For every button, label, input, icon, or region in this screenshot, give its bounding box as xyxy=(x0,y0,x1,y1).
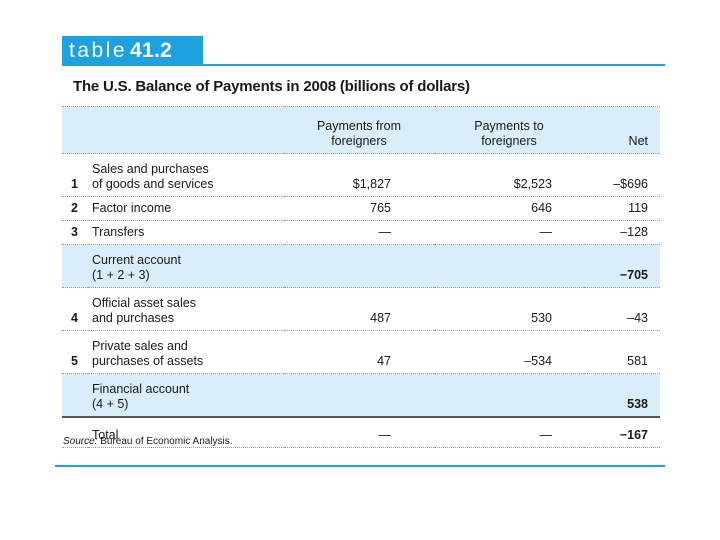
header-payments-from: Payments from foreigners xyxy=(284,106,434,154)
row-item-line-1: Sales and purchases xyxy=(92,162,209,176)
row-net: –$696 xyxy=(584,153,660,197)
top-rule xyxy=(62,64,665,66)
row-payments-to xyxy=(434,373,584,417)
bottom-rule xyxy=(55,465,665,467)
row-item: Official asset sales and purchases xyxy=(88,287,284,331)
header-to-line-1: Payments to xyxy=(474,119,544,133)
table-row-subtotal: Financial account (4 + 5) 538 xyxy=(62,373,660,417)
row-item: Private sales and purchases of assets xyxy=(88,330,284,374)
row-net: 538 xyxy=(584,373,660,417)
row-item-line-2: (1 + 2 + 3) xyxy=(92,268,150,282)
row-item: Total xyxy=(88,416,284,448)
table-label-number: 41.2 xyxy=(130,39,173,62)
row-number xyxy=(62,373,88,417)
row-item-line-1: Current account xyxy=(92,253,181,267)
row-payments-from: $1,827 xyxy=(284,153,434,197)
balance-table: Payments from foreigners Payments to forei… xyxy=(62,106,660,448)
row-payments-from: 487 xyxy=(284,287,434,331)
row-item: Factor income xyxy=(88,196,284,221)
row-item-line-2: (4 + 5) xyxy=(92,397,129,411)
row-net: −705 xyxy=(584,244,660,288)
header-blank xyxy=(88,106,284,154)
row-payments-to: — xyxy=(434,416,584,448)
row-payments-from: 47 xyxy=(284,330,434,374)
row-payments-from: — xyxy=(284,220,434,245)
row-item-line-2: purchases of assets xyxy=(92,354,204,368)
row-payments-from: — xyxy=(284,416,434,448)
table-row-total: Total — — −167 xyxy=(62,416,660,448)
row-number: 2 xyxy=(62,196,88,221)
row-number: 3 xyxy=(62,220,88,245)
table-row: 4 Official asset sales and purchases 487 … xyxy=(62,287,660,331)
header-from-line-1: Payments from xyxy=(316,119,402,133)
row-item: Transfers xyxy=(88,220,284,245)
row-number: 1 xyxy=(62,153,88,197)
source-note: Source: Bureau of Economic Analysis. xyxy=(63,436,233,447)
row-item-line-1: Official asset sales xyxy=(92,296,196,310)
row-net: −167 xyxy=(584,416,660,448)
row-item-line-2: and purchases xyxy=(92,311,175,325)
row-number: 5 xyxy=(62,330,88,374)
table-row: 2 Factor income 765 646 119 xyxy=(62,196,660,221)
row-payments-to: –534 xyxy=(434,330,584,374)
row-payments-to: — xyxy=(434,220,584,245)
row-net: 581 xyxy=(584,330,660,374)
header-to-line-2: foreigners xyxy=(481,134,537,148)
row-net: –43 xyxy=(584,287,660,331)
header-from-line-2: foreigners xyxy=(331,134,387,148)
row-number xyxy=(62,416,88,448)
row-payments-to xyxy=(434,244,584,288)
header-row: Payments from foreigners Payments to forei… xyxy=(62,106,660,154)
row-item-line-1: Financial account xyxy=(92,382,190,396)
table-row: 5 Private sales and purchases of assets 4… xyxy=(62,330,660,374)
source-label: Source: xyxy=(63,436,98,447)
row-payments-to: 530 xyxy=(434,287,584,331)
row-payments-from: 765 xyxy=(284,196,434,221)
row-item: Current account (1 + 2 + 3) xyxy=(88,244,284,288)
header-net: Net xyxy=(584,106,660,154)
row-payments-to: 646 xyxy=(434,196,584,221)
source-text: Bureau of Economic Analysis. xyxy=(97,436,233,447)
row-net: 119 xyxy=(584,196,660,221)
table-label-word: table xyxy=(69,39,128,62)
row-payments-to: $2,523 xyxy=(434,153,584,197)
row-payments-from xyxy=(284,244,434,288)
table-label: table 41.2 xyxy=(62,36,203,66)
table-row: 1 Sales and purchases of goods and servic… xyxy=(62,153,660,197)
row-net: –128 xyxy=(584,220,660,245)
row-item: Sales and purchases of goods and services xyxy=(88,153,284,197)
header-payments-to: Payments to foreigners xyxy=(434,106,584,154)
row-item-line-2: of goods and services xyxy=(92,177,214,191)
row-item-line-1: Private sales and xyxy=(92,339,188,353)
table-row-subtotal: Current account (1 + 2 + 3) −705 xyxy=(62,244,660,288)
table-title: The U.S. Balance of Payments in 2008 (bi… xyxy=(73,78,470,95)
header-blank xyxy=(62,106,88,154)
row-item: Financial account (4 + 5) xyxy=(88,373,284,417)
row-payments-from xyxy=(284,373,434,417)
table-row: 3 Transfers — — –128 xyxy=(62,220,660,245)
row-number xyxy=(62,244,88,288)
row-number: 4 xyxy=(62,287,88,331)
